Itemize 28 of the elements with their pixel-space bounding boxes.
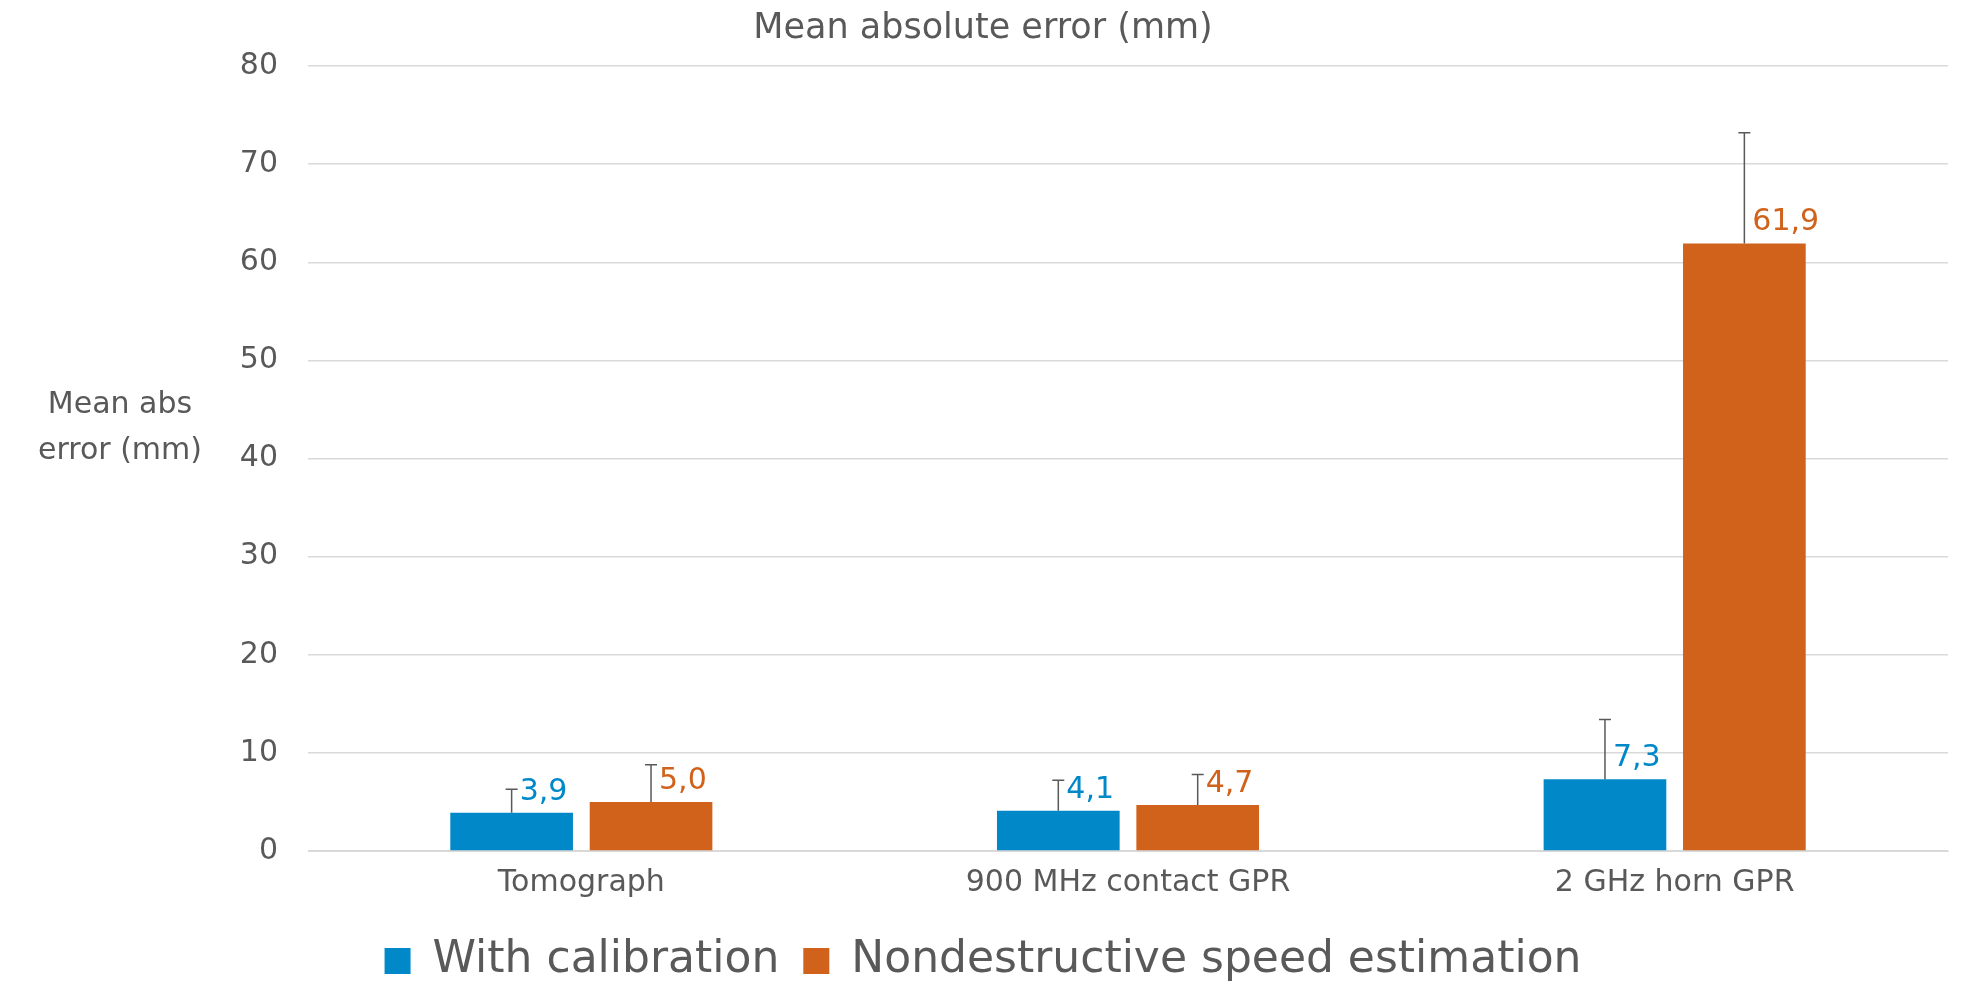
legend-label: Nondestructive speed estimation <box>851 931 1582 983</box>
data-label: 4,1 <box>1066 769 1115 805</box>
data-label: 7,3 <box>1612 738 1661 774</box>
x-tick-label: Tomograph <box>496 862 665 898</box>
data-label: 5,0 <box>659 760 707 796</box>
y-axis-title: Mean abs error (mm) <box>37 385 203 467</box>
bar <box>1136 804 1260 851</box>
data-label: 3,9 <box>519 771 568 807</box>
y-tick-label: 0 <box>258 830 278 866</box>
data-label: 61,9 <box>1752 202 1820 238</box>
y-tick-label: 40 <box>239 438 278 474</box>
y-tick-label: 30 <box>239 536 278 572</box>
bar <box>1683 243 1806 851</box>
x-tick-label: 900 MHz contact GPR <box>965 862 1291 898</box>
legend-label: With calibration <box>432 931 780 983</box>
chart-title: Mean absolute error (mm) <box>753 6 1213 47</box>
data-label: 4,7 <box>1205 763 1254 799</box>
y-tick-label: 60 <box>239 242 278 278</box>
y-tick-label: 10 <box>239 732 278 768</box>
bar <box>450 812 573 851</box>
bar <box>996 810 1120 851</box>
bar <box>589 801 713 851</box>
y-tick-label: 20 <box>239 634 278 670</box>
y-tick-label: 50 <box>239 340 278 376</box>
bar <box>1543 779 1667 851</box>
y-tick-label: 80 <box>239 45 278 81</box>
x-tick-label: 2 GHz horn GPR <box>1554 862 1795 898</box>
y-tick-label: 70 <box>239 143 278 179</box>
